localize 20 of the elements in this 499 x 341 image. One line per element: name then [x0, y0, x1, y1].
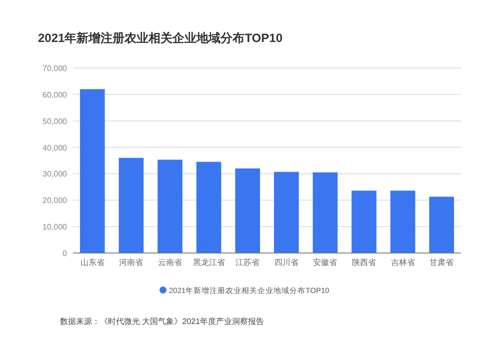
x-tick-label: 安徽省: [313, 258, 338, 267]
y-tick-label: 70,000: [42, 64, 68, 73]
x-tick-label: 江苏省: [236, 258, 260, 267]
y-tick-label: 20,000: [42, 196, 68, 206]
x-tick-label: 陕西省: [352, 258, 376, 267]
x-tick-label: 黑龙江省: [192, 258, 225, 267]
x-tick-label: 四川省: [274, 258, 298, 267]
title: 2021年新增注册农业相关企业地域分布TOP10: [38, 31, 282, 45]
y-tick-label: 60,000: [42, 90, 68, 100]
x-tick-label: 甘肃省: [430, 258, 454, 267]
source-note: 数据来源：《时代微光 大国气象》2021年度产业洞察报告: [60, 317, 264, 326]
y-tick-label: 50,000: [42, 116, 68, 126]
x-tick-label: 吉林省: [390, 258, 415, 267]
y-tick-label: 30,000: [42, 170, 68, 179]
y-tick-label: 0: [62, 249, 68, 258]
y-tick-label: 40,000: [42, 143, 68, 152]
x-tick-label: 云南省: [158, 258, 182, 267]
y-tick-label: 10,000: [42, 222, 68, 232]
x-tick-label: 河南省: [119, 258, 144, 267]
x-tick-label: 山东省: [80, 258, 104, 267]
